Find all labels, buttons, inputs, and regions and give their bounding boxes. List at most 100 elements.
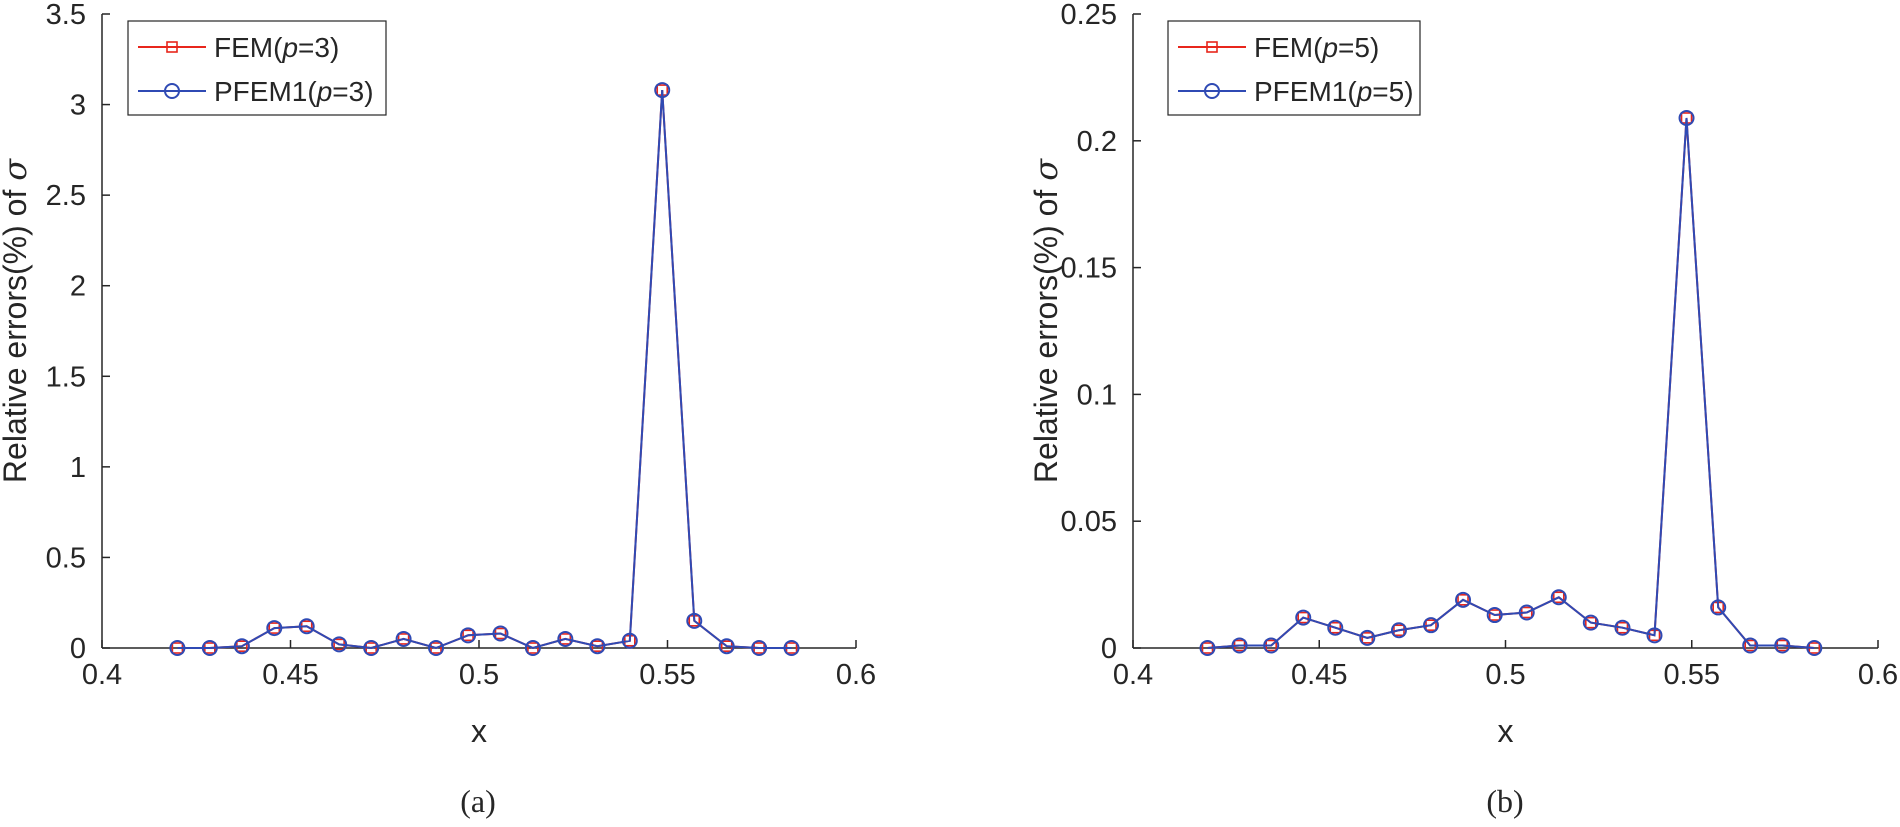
data-point-circle [654,82,671,99]
series-line [1207,117,1815,649]
data-point-circle [589,638,606,655]
legend-marker-square [1206,41,1218,53]
data-point-circle [460,627,477,644]
legend-label-part: FEM( [1254,32,1323,63]
data-point-circle [1550,589,1567,606]
data-point-square [1552,591,1565,604]
legend-marker-square [166,41,178,53]
data-point-circle [1263,637,1280,654]
data-point-square [527,642,539,654]
x-axis-label: x [471,713,487,749]
data-point-circle [266,620,283,637]
legend-label: FEM(p=5) [1254,32,1379,63]
series-pfem1 [1199,109,1823,656]
legend-label-part: =5) [1338,32,1379,63]
series-fem [1201,112,1821,654]
y-tick-label: 0.1 [1077,379,1117,411]
data-point-circle [1455,591,1472,608]
y-tick-label: 0 [70,633,86,665]
x-tick-label: 0.45 [1291,659,1347,691]
legend-label-part: =3) [298,32,339,63]
legend: FEM(p=3)PFEM1(p=3) [127,20,387,116]
data-point-circle [492,625,509,642]
data-point-square [559,633,572,645]
legend-item: FEM(p=3) [138,32,339,63]
chart-b: 0.4 0.45 0.5 0.55 0.6 0 0.05 0.1 0.15 0.2 0.25 x Rel… [1027,0,1898,819]
y-tick-label: 3 [70,90,86,122]
data-point-circle [298,618,315,635]
legend-item: PFEM1(p=5) [1178,76,1414,107]
y-tick-label: 0.2 [1077,126,1117,158]
series-line [177,90,792,650]
legend-label-italic: p [281,32,298,63]
x-tick-label: 0.5 [1485,659,1525,691]
x-tick-label: 0.6 [1858,659,1898,691]
data-point-circle [1231,637,1248,654]
chart-a: 0.4 0.45 0.5 0.55 0.6 0 0.5 1 1.5 2 2.5 3 3.5 x Relati… [0,0,876,819]
data-point-circle [363,640,380,656]
x-tick-label: 0.6 [836,659,876,691]
data-point-circle [1359,629,1376,646]
data-point-square [1457,594,1469,606]
x-axis-label: x [1498,713,1514,749]
figure-caption: (a) [460,783,496,819]
data-point-circle [524,640,541,656]
data-point-circle [718,638,735,655]
data-point-circle [1742,637,1759,654]
data-point-circle [1710,599,1727,616]
y-axis-label-sigma: σ [1027,158,1065,181]
data-point-circle [233,638,250,655]
y-axis-label: Relative errors(%) of σ [1027,158,1065,483]
legend-box [127,20,387,116]
data-point-circle [1199,640,1216,656]
data-point-circle [1518,604,1535,621]
data-point-circle [686,612,703,629]
data-point-circle [1582,614,1599,631]
data-point-circle [1774,637,1791,654]
data-point-circle [1646,627,1663,644]
legend-label-italic: p [1321,32,1338,63]
data-point-circle [557,630,574,647]
y-axis-label: Relative errors(%) of σ [0,158,34,483]
y-tick-label: 1 [70,452,86,484]
x-tick-label: 0.55 [1664,659,1720,691]
series-pfem1 [169,82,800,656]
legend-item: FEM(p=5) [1178,32,1379,63]
data-point-square [1361,632,1374,644]
figure-caption: (b) [1486,783,1523,819]
y-axis-label-text: Relative errors(%) of [1028,181,1064,483]
data-point-square [1297,611,1310,624]
data-point-circle [1327,619,1344,636]
legend-label-part: PFEM1( [214,76,317,107]
y-tick-label: 0.5 [46,542,86,574]
data-point-square [397,633,410,645]
legend-label-part: =3) [332,76,373,107]
y-axis-label-text: Relative errors(%) of [0,181,33,483]
data-point-circle [1614,619,1631,636]
legend-marker-circle [164,83,180,99]
legend-marker-circle [1204,83,1220,99]
x-tick-label: 0.5 [459,659,499,691]
data-point-circle [1486,607,1503,624]
data-point-circle [428,640,445,656]
y-tick-label: 1.5 [46,361,86,393]
y-tick-label: 0.15 [1061,253,1117,285]
x-tick-label: 0.4 [82,659,122,691]
data-point-square [430,642,442,654]
legend-label: PFEM1(p=3) [214,76,374,107]
legend-item: PFEM1(p=3) [138,76,374,107]
data-point-circle [1678,109,1695,126]
legend-label-italic: p [1356,76,1373,107]
series-line [1207,117,1815,649]
data-point-circle [1423,617,1439,634]
x-tick-label: 0.55 [639,659,695,691]
y-tick-label: 3.5 [46,0,86,31]
legend: FEM(p=5)PFEM1(p=5) [1167,20,1421,116]
data-point-circle [783,640,800,656]
data-point-circle [201,640,218,656]
x-tick-label: 0.45 [262,659,318,691]
data-point-circle [395,630,412,647]
data-point-circle [1390,622,1407,639]
y-tick-label: 2 [70,271,86,303]
